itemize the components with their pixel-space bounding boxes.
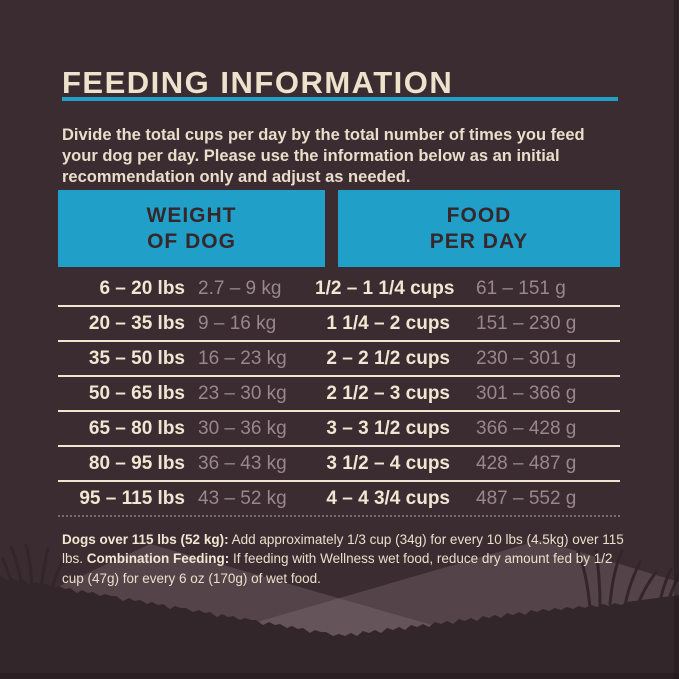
food-cups: 4 – 4 3/4 cups (326, 487, 450, 509)
table-row: 20 – 35 lbs 9 – 16 kg 1 1/4 – 2 cups 151… (58, 307, 620, 342)
weight-kg: 30 – 36 kg (198, 417, 287, 439)
weight-kg: 36 – 43 kg (198, 452, 287, 474)
food-header-line1: FOOD (446, 203, 512, 227)
food-grams: 151 – 230 g (476, 312, 577, 334)
background-landscape (0, 540, 679, 679)
food-cups: 1 1/4 – 2 cups (326, 312, 450, 334)
table-row: 95 – 115 lbs 43 – 52 kg 4 – 4 3/4 cups 4… (58, 482, 620, 517)
weight-lbs: 95 – 115 lbs (79, 487, 185, 509)
table-header-row: WEIGHT OF DOG FOOD PER DAY (58, 190, 620, 267)
footnote-bold-dogs-over: Dogs over 115 lbs (52 kg): (62, 531, 229, 547)
food-cups: 2 – 2 1/2 cups (326, 347, 450, 369)
food-grams: 230 – 301 g (476, 347, 577, 369)
title-divider (62, 97, 618, 101)
weight-lbs: 6 – 20 lbs (99, 277, 185, 299)
right-edge-shadow (674, 0, 679, 679)
weight-lbs: 65 – 80 lbs (88, 417, 185, 439)
food-header-line2: PER DAY (429, 229, 529, 253)
food-cups: 3 1/2 – 4 cups (326, 452, 450, 474)
food-grams: 366 – 428 g (476, 417, 577, 439)
feeding-table: 6 – 20 lbs 2.7 – 9 kg 1/2 – 1 1/4 cups 6… (58, 272, 620, 517)
food-grams: 487 – 552 g (476, 487, 577, 509)
weight-header-line1: WEIGHT (146, 203, 237, 227)
page-title: FEEDING INFORMATION (62, 64, 454, 100)
footnote-text: Dogs over 115 lbs (52 kg): Add approxima… (62, 530, 630, 589)
footnote-bold-combination-feeding: Combination Feeding: (86, 551, 230, 566)
food-per-day-header: FOOD PER DAY (338, 190, 620, 267)
table-row: 6 – 20 lbs 2.7 – 9 kg 1/2 – 1 1/4 cups 6… (58, 272, 620, 307)
food-grams: 301 – 366 g (476, 382, 577, 404)
weight-kg: 16 – 23 kg (198, 347, 287, 369)
food-cups: 3 – 3 1/2 cups (326, 417, 450, 439)
table-row: 65 – 80 lbs 30 – 36 kg 3 – 3 1/2 cups 36… (58, 412, 620, 447)
weight-kg: 43 – 52 kg (198, 487, 287, 509)
weight-header-line2: OF DOG (147, 229, 236, 253)
intro-text: Divide the total cups per day by the tot… (62, 125, 585, 186)
weight-lbs: 80 – 95 lbs (88, 452, 185, 474)
table-row: 80 – 95 lbs 36 – 43 kg 3 1/2 – 4 cups 42… (58, 447, 620, 482)
weight-lbs: 35 – 50 lbs (88, 347, 185, 369)
table-row: 35 – 50 lbs 16 – 23 kg 2 – 2 1/2 cups 23… (58, 342, 620, 377)
footnote-text-1: Add approximately 1/3 cup (34g) for ever… (62, 531, 624, 567)
footnote-text-2: If feeding with Wellness wet food, reduc… (62, 551, 613, 586)
weight-kg: 2.7 – 9 kg (198, 277, 282, 299)
grass-tuft-right (576, 548, 679, 612)
food-cups: 1/2 – 1 1/4 cups (315, 277, 455, 299)
food-cups: 2 1/2 – 3 cups (326, 382, 450, 404)
weight-kg: 9 – 16 kg (198, 312, 277, 334)
food-grams: 61 – 151 g (476, 277, 566, 299)
bottom-edge-shade (0, 673, 679, 679)
table-row: 50 – 65 lbs 23 – 30 kg 2 1/2 – 3 cups 30… (58, 377, 620, 412)
weight-lbs: 50 – 65 lbs (88, 382, 185, 404)
grass-graphic (0, 543, 679, 679)
weight-of-dog-header: WEIGHT OF DOG (58, 190, 325, 267)
weight-lbs: 20 – 35 lbs (88, 312, 185, 334)
grass-silhouette (0, 576, 679, 679)
weight-kg: 23 – 30 kg (198, 382, 287, 404)
food-grams: 428 – 487 g (476, 452, 577, 474)
